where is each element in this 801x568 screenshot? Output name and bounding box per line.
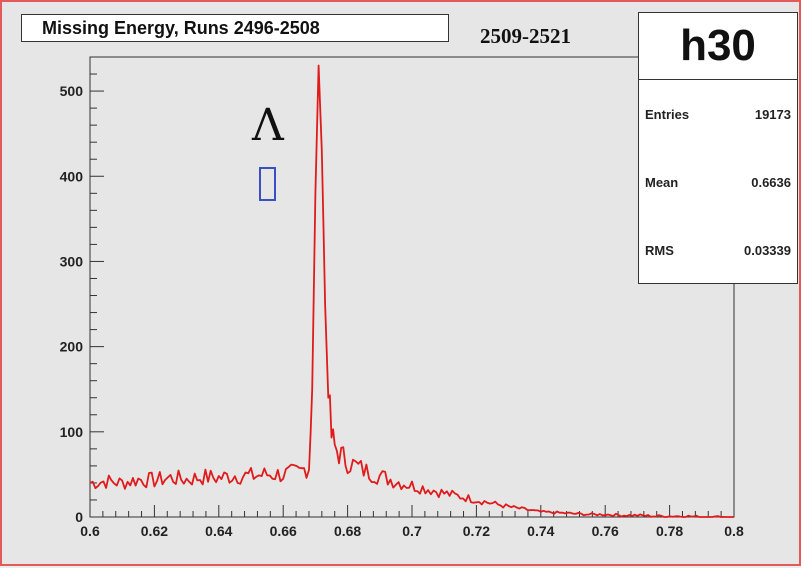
x-tick-label: 0.74 (527, 523, 554, 539)
x-tick-label: 0.72 (463, 523, 490, 539)
lambda-annotation: Λ (252, 100, 284, 151)
x-tick-label: 0.78 (656, 523, 683, 539)
y-tick-label: 200 (60, 339, 84, 355)
x-tick-label: 0.8 (724, 523, 744, 539)
y-tick-label: 100 (60, 424, 84, 440)
stat-row-entries: Entries 19173 (639, 80, 797, 148)
x-tick-label: 0.62 (141, 523, 168, 539)
stat-value-rms: 0.03339 (744, 242, 791, 258)
x-tick-label: 0.68 (334, 523, 361, 539)
stat-value-mean: 0.6636 (751, 174, 791, 190)
axis-tick-labels: 0.6 0.62 0.64 0.66 0.68 0.7 0.72 0.74 0.76 0.78 0.… (60, 83, 744, 539)
x-tick-label: 0.64 (205, 523, 232, 539)
x-tick-label: 0.6 (80, 523, 100, 539)
stat-label-entries: Entries (645, 106, 690, 122)
stat-label-rms: RMS (645, 242, 674, 258)
y-tick-label: 500 (60, 83, 84, 99)
x-tick-label: 0.66 (270, 523, 297, 539)
stat-row-rms: RMS 0.03339 (639, 216, 797, 284)
stats-box: h30 Entries 19173 Mean 0.6636 RMS 0.0333… (638, 12, 798, 284)
x-tick-label: 0.76 (592, 523, 619, 539)
chart-subtitle: 2509-2521 (480, 24, 571, 48)
y-tick-label: 0 (75, 509, 83, 525)
histogram-name: h30 (639, 13, 797, 80)
y-tick-label: 400 (60, 168, 84, 184)
chart-title: Missing Energy, Runs 2496-2508 (21, 14, 449, 42)
marker-box-icon (259, 167, 276, 201)
x-tick-label: 0.7 (402, 523, 422, 539)
y-tick-label: 300 (60, 253, 84, 269)
histogram-line (89, 64, 734, 518)
stat-label-mean: Mean (645, 174, 679, 190)
stat-value-entries: 19173 (754, 106, 791, 122)
stat-row-mean: Mean 0.6636 (639, 148, 797, 216)
